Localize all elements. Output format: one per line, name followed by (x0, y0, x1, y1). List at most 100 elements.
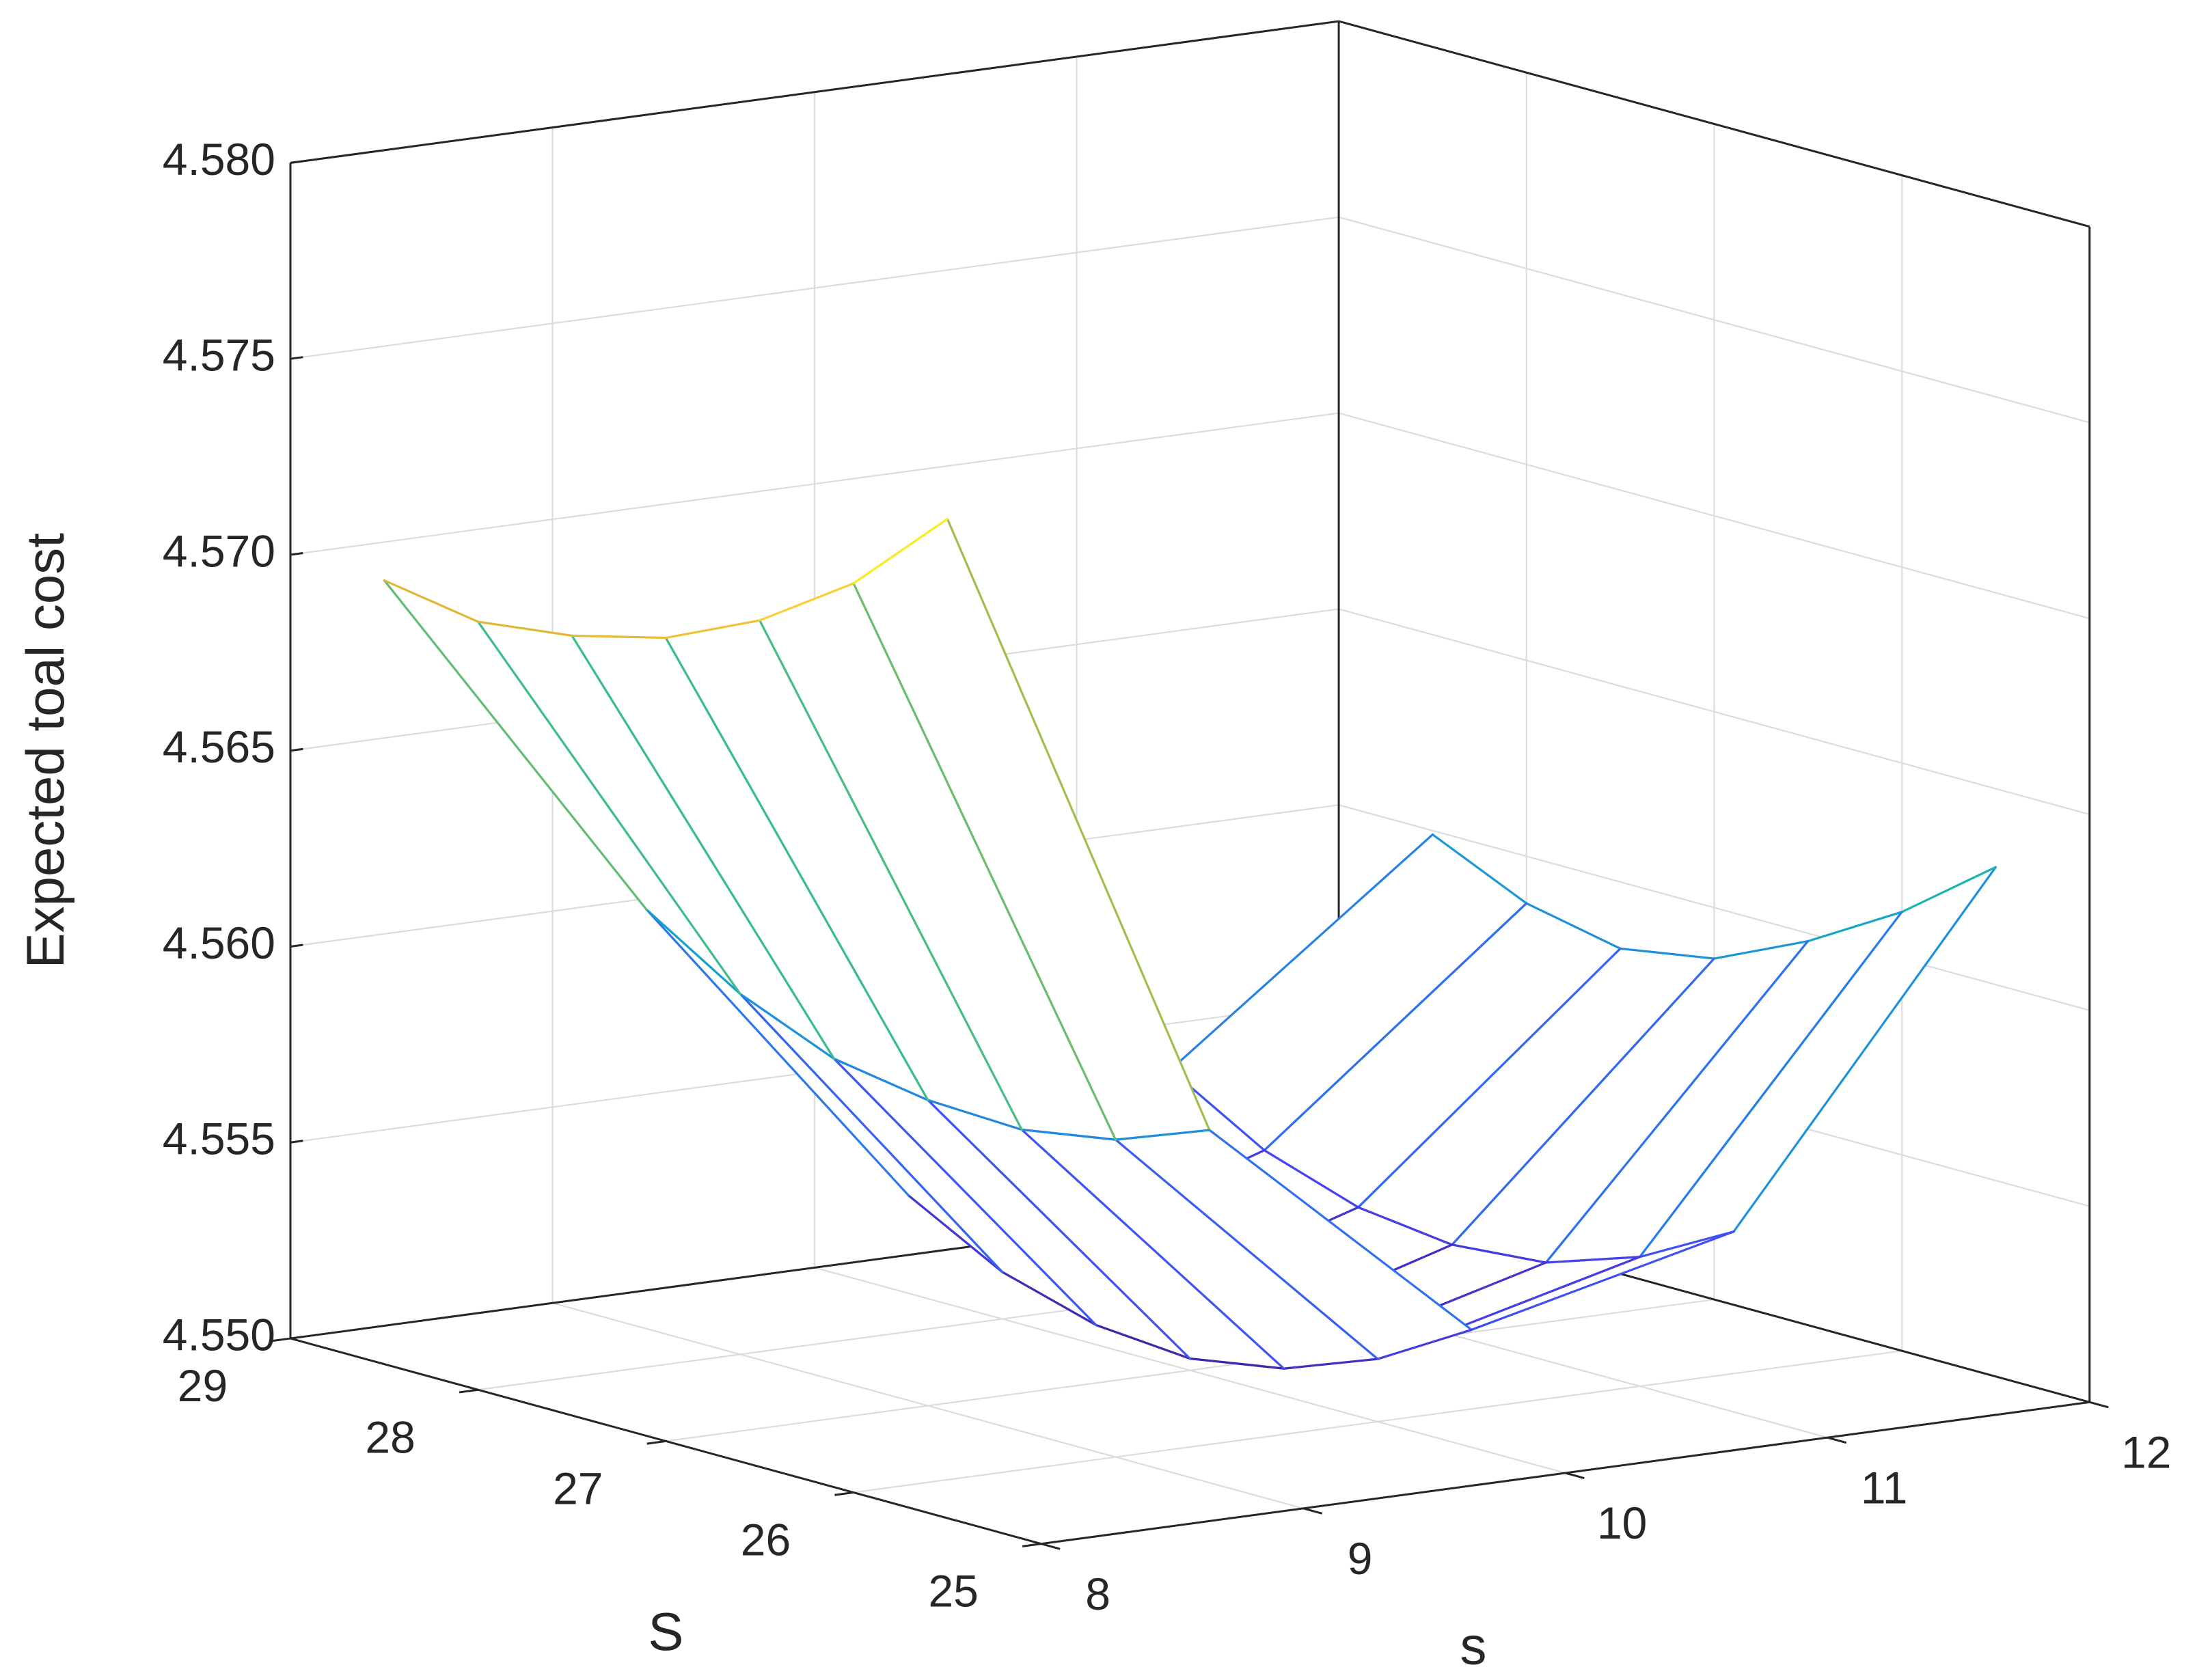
mesh-edge (927, 1099, 1023, 1131)
y-tick-label: 25 (928, 1566, 978, 1616)
mesh-face (1115, 1130, 1472, 1360)
mesh-face (1170, 834, 1527, 1151)
y-tick-label: 27 (553, 1463, 603, 1513)
mesh-layer (383, 517, 1997, 1370)
z-tick (290, 944, 303, 948)
mesh-face (740, 993, 1097, 1325)
z-tick-label: 4.550 (163, 1309, 275, 1360)
mesh-edge (1451, 1243, 1547, 1264)
y-tick (459, 1388, 478, 1394)
x-tick-label: 10 (1597, 1498, 1647, 1548)
mesh-edge (1263, 902, 1528, 1152)
mesh-edge (1376, 1328, 1473, 1360)
y-tick (646, 1440, 666, 1445)
mesh-face (854, 519, 1210, 1140)
mesh-edge (1095, 1323, 1191, 1360)
mesh-edge (759, 582, 855, 622)
mesh-edge (1356, 1206, 1454, 1246)
mesh-edge (383, 579, 648, 911)
z-tick-label: 4.565 (163, 721, 275, 772)
x-tick (1565, 1472, 1585, 1479)
mesh-edge (739, 993, 836, 1060)
mesh-edge (832, 1058, 1097, 1327)
x-tick-label: 11 (1861, 1462, 1908, 1513)
y-tick-label: 28 (365, 1412, 415, 1462)
mesh-edge (1114, 1138, 1379, 1360)
mesh-edge (1114, 1129, 1211, 1141)
mesh-face (1264, 903, 1621, 1208)
mesh-face (1546, 911, 1902, 1263)
x-tick (1827, 1436, 1847, 1444)
axis-line (290, 1337, 1042, 1545)
z-tick-label: 4.570 (163, 525, 275, 576)
mesh-edge (1020, 1128, 1285, 1370)
mesh-edge (1431, 833, 1528, 905)
mesh-edge (852, 582, 1117, 1141)
mesh-face (478, 622, 834, 1059)
mesh-edge (1807, 911, 1903, 943)
mesh-edge (645, 908, 910, 1197)
mesh-edge (1638, 911, 1903, 1258)
mesh-edge (739, 993, 1004, 1273)
mesh-face (927, 1100, 1284, 1369)
z-axis-title: Expected toal cost (15, 533, 75, 969)
mesh-face (1639, 867, 1996, 1257)
x-tick-label: 9 (1348, 1533, 1373, 1584)
mesh-edge (1638, 1230, 1735, 1258)
mesh-edge (759, 619, 1023, 1131)
x-tick (1302, 1507, 1323, 1515)
grid-line (666, 1298, 1715, 1442)
mesh-edge (1020, 1128, 1117, 1141)
z-tick (290, 160, 303, 164)
z-tick (290, 1336, 303, 1340)
grid-line (853, 1350, 1902, 1493)
mesh-edge (1470, 1230, 1735, 1331)
x-tick-label: 12 (2121, 1427, 2171, 1478)
z-tick (290, 551, 303, 556)
mesh-edge (383, 579, 480, 623)
z-tick (290, 1140, 303, 1144)
axis-line (290, 20, 1339, 164)
mesh-face (384, 580, 741, 994)
z-tick-label: 4.575 (163, 330, 275, 381)
mesh-face (834, 1058, 1190, 1359)
mesh-edge (1544, 1256, 1641, 1264)
label-layer: 4.550 4.555 4.560 4.565 4.570 4.575 4.580 25 26 2… (15, 134, 2171, 1676)
mesh-face (759, 583, 1116, 1140)
mesh-edge (1001, 1271, 1097, 1327)
mesh-face (572, 635, 928, 1101)
x-axis-title: s (1460, 1616, 1487, 1676)
y-tick (1022, 1543, 1041, 1547)
mesh-face (1358, 948, 1715, 1245)
mesh-edge (1208, 1129, 1473, 1331)
z-tick (290, 356, 303, 360)
mesh-edge (852, 517, 949, 585)
mesh-edge (664, 636, 929, 1101)
z-tick-label: 4.555 (163, 1114, 275, 1164)
mesh-face (646, 909, 1002, 1272)
x-tick-label: 8 (1085, 1569, 1110, 1619)
mesh-edge (1283, 1358, 1379, 1370)
mesh-edge (1619, 947, 1716, 960)
x-tick (1041, 1543, 1061, 1550)
mesh-edge (927, 1099, 1191, 1360)
mesh-face (1022, 1129, 1378, 1369)
mesh-face (666, 620, 1022, 1130)
y-tick (834, 1491, 854, 1496)
mesh-edge (1188, 1357, 1285, 1370)
z-tick-label: 4.560 (163, 918, 275, 968)
mesh-edge (1732, 866, 1997, 1233)
mesh-edge (1451, 957, 1716, 1246)
y-axis-title: S (648, 1601, 683, 1662)
mesh-edge (1713, 939, 1810, 960)
mesh-face (1451, 941, 1808, 1263)
mesh-edge (907, 1194, 1004, 1273)
mesh-edge (571, 634, 667, 639)
y-tick (271, 1337, 291, 1342)
y-tick-label: 29 (178, 1360, 228, 1411)
mesh-edge (1169, 833, 1434, 1071)
x-tick (2089, 1401, 2109, 1409)
mesh-edge (1900, 866, 1997, 913)
